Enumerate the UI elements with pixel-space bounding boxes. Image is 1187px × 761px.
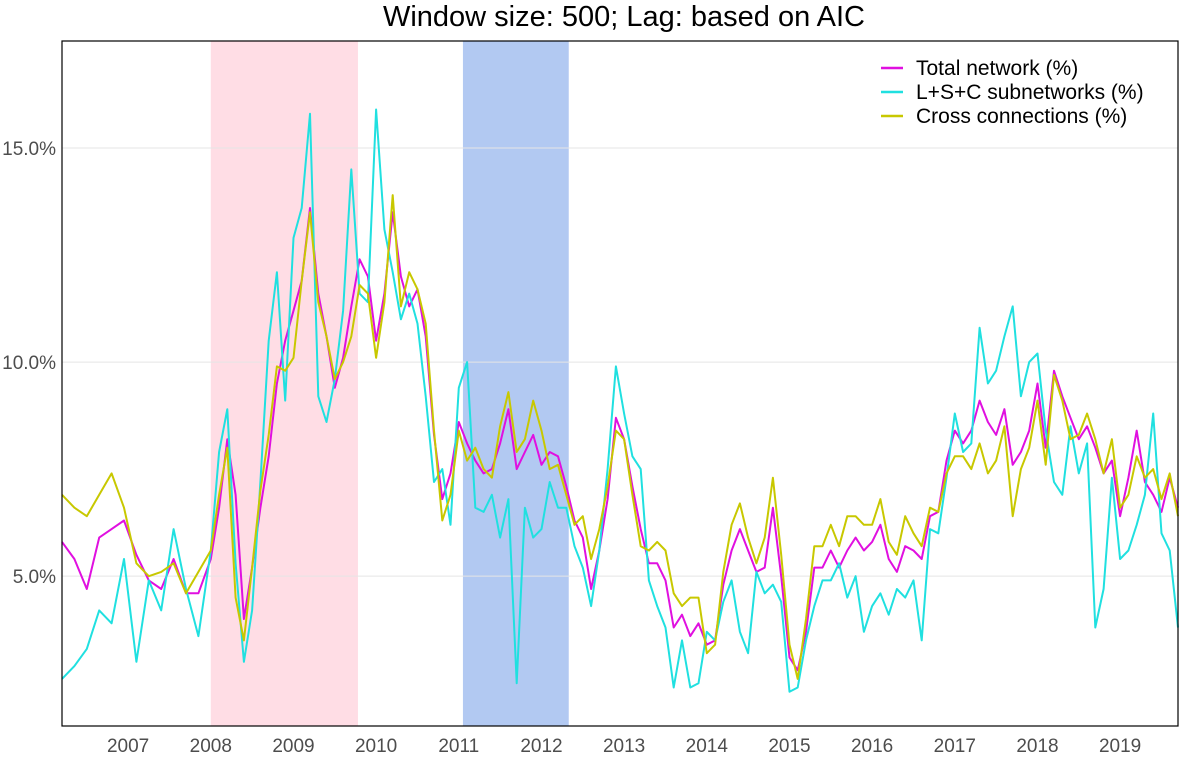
x-tick-label: 2015 <box>768 736 810 757</box>
chart-title: Window size: 500; Lag: based on AIC <box>383 1 865 33</box>
x-tick-label: 2007 <box>107 736 149 757</box>
x-tick-label: 2014 <box>686 736 729 757</box>
x-tick-label: 2013 <box>603 736 645 757</box>
series-lines <box>61 108 1179 693</box>
x-tick-label: 2016 <box>851 736 893 757</box>
y-tick-label: 10.0% <box>2 353 56 374</box>
x-tick-label: 2019 <box>1099 736 1141 757</box>
x-tick-label: 2010 <box>355 736 397 757</box>
x-tick-label: 2008 <box>190 736 232 757</box>
x-tick-label: 2012 <box>520 736 562 757</box>
series-line-3 <box>61 194 1179 680</box>
shaded-period-2 <box>462 41 569 726</box>
legend: Total network (%)L+S+C subnetworks (%)Cr… <box>881 57 1144 128</box>
plot-border <box>61 40 1179 727</box>
y-tick-label: 5.0% <box>13 567 56 588</box>
series-line-2 <box>61 108 1179 693</box>
legend-label: Total network (%) <box>916 57 1078 80</box>
y-tick-label: 15.0% <box>2 139 56 160</box>
x-tick-label: 2017 <box>934 736 976 757</box>
legend-label: Cross connections (%) <box>916 105 1127 128</box>
shaded-periods <box>210 41 569 726</box>
x-tick-label: 2009 <box>272 736 314 757</box>
grid <box>62 147 1178 577</box>
x-axis: 2007 2008 2009 2010 2011 2012 2013 2014 2015 2016… <box>107 736 1141 757</box>
x-tick-label: 2018 <box>1016 736 1058 757</box>
x-tick-label: 2011 <box>438 736 479 757</box>
legend-label: L+S+C subnetworks (%) <box>916 81 1144 104</box>
y-axis: 5.0% 10.0% 15.0% <box>2 139 56 588</box>
